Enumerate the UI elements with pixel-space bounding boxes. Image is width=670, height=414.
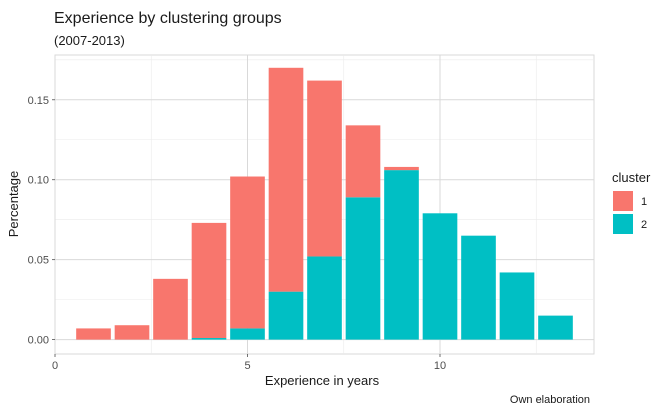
- bar-cluster-2-x10: [422, 213, 458, 340]
- bar-cluster-1-x1: [76, 328, 111, 340]
- x-tick-label: 0: [52, 360, 58, 372]
- chart-title: Experience by clustering groups: [54, 10, 282, 27]
- x-tick-label: 5: [244, 360, 250, 372]
- y-tick-label: 0.00: [28, 335, 49, 347]
- bar-cluster-2-x11: [461, 235, 496, 340]
- bar-cluster-2-x13: [538, 315, 573, 340]
- legend-swatch-1: [613, 191, 633, 211]
- y-tick-label: 0.10: [28, 175, 49, 187]
- x-axis-title: Experience in years: [265, 373, 380, 388]
- y-axis-title: Percentage: [6, 171, 21, 238]
- bar-cluster-1-x6: [268, 67, 304, 292]
- bar-cluster-1-x7: [307, 80, 342, 257]
- bar-cluster-1-x5: [230, 176, 265, 329]
- caption: Own elaboration: [510, 394, 590, 406]
- legend: cluster 1 2: [612, 170, 651, 234]
- x-tick-label: 10: [434, 360, 446, 372]
- y-tick-label: 0.05: [28, 255, 49, 267]
- bar-cluster-1-x3: [153, 278, 188, 340]
- bar-cluster-1-x4: [191, 222, 227, 339]
- y-axis-ticks: 0.00 0.05 0.10 0.15: [28, 95, 55, 347]
- chart-subtitle: (2007-2013): [54, 33, 125, 48]
- y-tick-label: 0.15: [28, 95, 49, 107]
- legend-label-2: 2: [641, 219, 647, 231]
- bar-cluster-2-x7: [307, 256, 342, 340]
- x-axis-ticks: 0 5 10: [52, 354, 446, 372]
- legend-title: cluster: [612, 170, 651, 185]
- bar-cluster-1-x9: [384, 166, 419, 171]
- bars: [76, 67, 573, 340]
- bar-cluster-2-x8: [345, 197, 381, 340]
- bar-cluster-2-x9: [384, 170, 419, 340]
- legend-swatch-2: [613, 214, 633, 234]
- legend-label-1: 1: [641, 196, 647, 208]
- bar-cluster-2-x6: [268, 291, 304, 340]
- plot-panel: [54, 54, 595, 355]
- bar-cluster-2-x12: [499, 272, 535, 340]
- bar-cluster-2-x4: [191, 338, 227, 340]
- bar-cluster-1-x2: [114, 325, 150, 340]
- bar-cluster-2-x5: [230, 328, 265, 340]
- bar-cluster-1-x8: [345, 125, 381, 198]
